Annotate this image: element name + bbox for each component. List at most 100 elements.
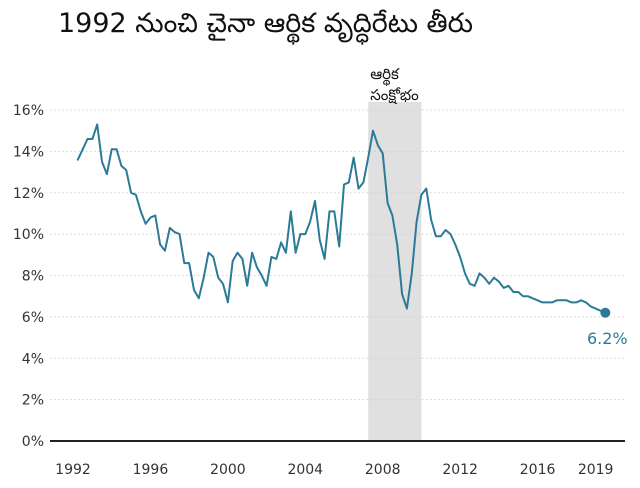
data-point xyxy=(203,277,205,279)
y-tick-label: 6% xyxy=(22,310,44,326)
end-value-label: 6.2% xyxy=(587,329,628,348)
data-point xyxy=(527,295,529,297)
y-tick-label: 8% xyxy=(22,269,44,285)
data-point xyxy=(285,252,287,254)
data-point xyxy=(357,188,360,190)
data-point xyxy=(251,252,253,254)
data-point xyxy=(275,258,277,260)
data-point xyxy=(585,301,587,303)
data-point xyxy=(212,256,214,258)
data-point xyxy=(382,152,384,154)
data-point xyxy=(590,305,592,308)
data-point xyxy=(512,291,515,293)
data-point xyxy=(77,159,79,161)
data-point xyxy=(159,243,161,246)
data-point xyxy=(377,144,379,146)
data-point xyxy=(449,233,452,235)
data-point xyxy=(435,235,437,237)
data-point xyxy=(522,295,524,297)
data-point xyxy=(232,260,234,262)
data-point xyxy=(503,287,505,289)
data-point xyxy=(483,277,485,279)
x-tick-label: 2016 xyxy=(520,462,556,478)
y-tick-label: 10% xyxy=(13,227,44,243)
data-point xyxy=(425,188,427,190)
data-point xyxy=(338,245,340,248)
y-tick-label: 4% xyxy=(22,351,44,367)
data-point xyxy=(416,221,418,223)
data-point xyxy=(488,283,490,285)
data-point xyxy=(169,227,171,229)
y-tick-label: 12% xyxy=(13,186,44,202)
data-point xyxy=(86,138,89,140)
data-point xyxy=(236,252,239,254)
data-point xyxy=(474,285,476,287)
chart-title: 1992 నుంచి చైనా ఆర్థిక వృద్ధిరేటు తీరు xyxy=(58,8,474,39)
data-point xyxy=(174,231,176,233)
data-point xyxy=(430,219,432,221)
growth-rate-line xyxy=(76,123,607,314)
data-point xyxy=(222,283,224,285)
data-point xyxy=(217,277,219,279)
data-point xyxy=(348,181,350,183)
data-point xyxy=(261,274,263,277)
data-point xyxy=(299,233,301,235)
data-point xyxy=(241,258,243,260)
data-point xyxy=(532,297,534,299)
data-point xyxy=(372,130,374,132)
data-point xyxy=(595,308,597,310)
data-point xyxy=(440,235,442,237)
data-point xyxy=(101,161,103,163)
crisis-band xyxy=(368,102,422,441)
data-point xyxy=(546,301,548,303)
data-point xyxy=(111,148,113,150)
data-point xyxy=(575,301,577,303)
data-point xyxy=(469,283,471,285)
data-point xyxy=(454,243,456,246)
data-point xyxy=(353,157,355,159)
data-point xyxy=(130,192,132,194)
data-point xyxy=(387,202,389,204)
x-tick-label: 2019 xyxy=(578,462,614,478)
data-point xyxy=(309,221,311,223)
data-point xyxy=(227,301,229,303)
data-point xyxy=(164,250,166,252)
data-point xyxy=(493,277,495,279)
data-point xyxy=(149,217,151,219)
data-point xyxy=(290,210,292,212)
data-point xyxy=(256,266,258,268)
data-point xyxy=(106,173,108,175)
y-tick-label: 14% xyxy=(13,144,44,160)
data-point xyxy=(198,297,200,299)
y-tick-label: 0% xyxy=(22,434,44,450)
data-point xyxy=(246,285,248,287)
band-label: ఆర్థిక xyxy=(370,65,400,86)
data-point xyxy=(266,285,268,287)
data-point xyxy=(541,301,544,303)
data-point xyxy=(367,157,369,159)
data-point xyxy=(178,233,181,235)
data-point xyxy=(125,169,127,171)
x-tick-label: 2012 xyxy=(442,462,478,478)
data-point xyxy=(570,301,573,303)
data-point xyxy=(280,241,282,243)
data-point xyxy=(154,214,156,217)
y-tick-label: 16% xyxy=(13,103,44,119)
data-point xyxy=(401,293,403,295)
data-point xyxy=(270,256,272,258)
data-point xyxy=(304,233,306,235)
band-label: సంక్షోభం xyxy=(370,86,419,104)
data-point xyxy=(324,258,326,260)
data-point xyxy=(391,214,393,217)
data-point xyxy=(561,299,563,301)
data-point xyxy=(120,165,122,167)
data-point xyxy=(140,210,142,212)
x-tick-label: 2004 xyxy=(287,462,323,478)
data-point xyxy=(580,299,582,301)
data-point xyxy=(193,289,195,291)
data-point xyxy=(295,252,297,254)
data-point xyxy=(551,301,553,303)
data-point xyxy=(498,281,500,283)
